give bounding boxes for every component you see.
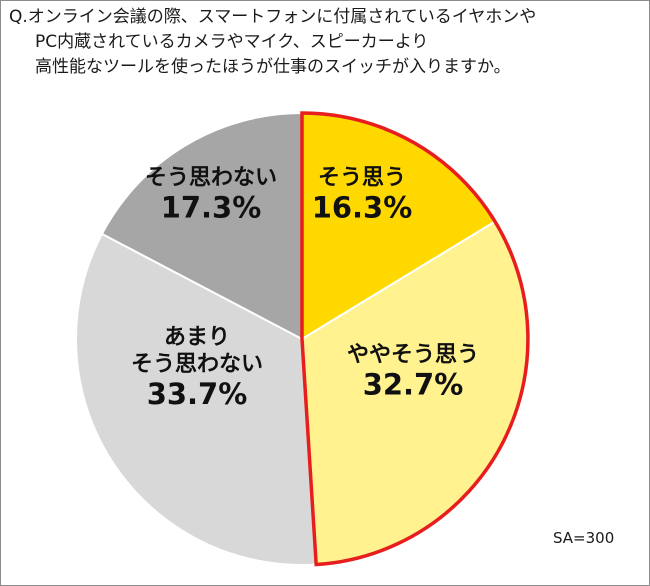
sample-size-note: SA=300 [553, 529, 615, 547]
question-text: Q.オンライン会議の際、スマートフォンに付属されているイヤホンや PC内蔵されて… [9, 5, 641, 80]
pie-slice-disagree [100, 111, 303, 341]
pie-slice-somewhat-disagree [75, 232, 318, 566]
pie-label-name: そう思う [318, 166, 406, 191]
pie-label-value: 17.3% [161, 191, 262, 225]
pie-label-name: あまり [164, 325, 230, 350]
question-line-3: 高性能なツールを使ったほうが仕事のスイッチが入りますか。 [35, 57, 511, 77]
question-line-1: Q.オンライン会議の際、スマートフォンに付属されているイヤホンや [9, 7, 537, 27]
pie-label-name: そう思わない [131, 352, 263, 377]
pie-label-name: そう思わない [145, 166, 277, 191]
pie-label-value: 16.3% [312, 191, 413, 225]
agree-group-highlight-outline [300, 111, 530, 567]
pie-label-value: 33.7% [147, 377, 248, 411]
pie-label-value: 32.7% [363, 368, 464, 402]
pie-label-name: ややそう思う [347, 343, 479, 368]
question-line-2: PC内蔵されているカメラやマイク、スピーカーより [35, 32, 429, 52]
